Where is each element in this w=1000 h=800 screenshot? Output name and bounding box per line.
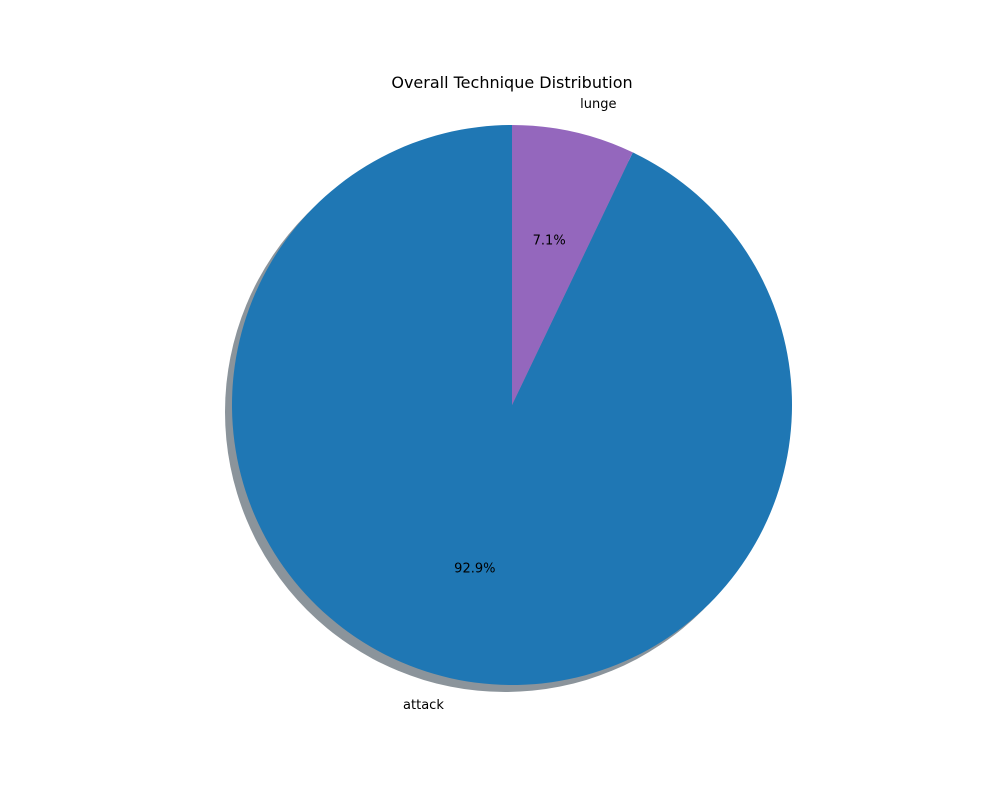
slice-label-attack: attack [403, 698, 444, 713]
percent-label-attack: 92.9% [454, 561, 495, 576]
percent-label-lunge: 7.1% [533, 234, 566, 249]
pie-slices [231, 125, 793, 685]
pie-labels: attack 92.9% lunge 7.1% [403, 97, 616, 713]
chart-title: Overall Technique Distribution [391, 73, 632, 92]
pie-slice-attack [231, 125, 793, 685]
pie-slice-lunge [512, 125, 633, 405]
slice-label-lunge: lunge [580, 97, 616, 112]
